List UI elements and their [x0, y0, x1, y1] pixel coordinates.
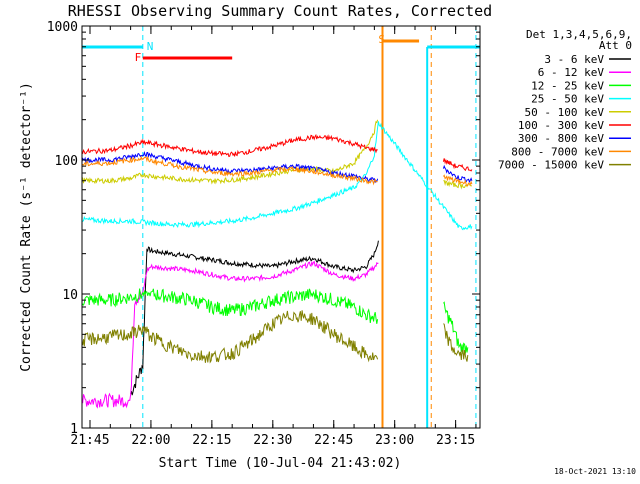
x-tick-label-0: 21:45: [70, 433, 109, 448]
legend-entry-label-3: 25 - 50 keV: [531, 93, 604, 106]
legend-header-line-1: Att 0: [599, 39, 632, 52]
y-tick-label-0: 1: [70, 422, 78, 437]
legend-entry-label-2: 12 - 25 keV: [531, 79, 604, 92]
series-line-0-seg-0: [130, 240, 379, 396]
series-line-4-seg-0: [81, 119, 379, 185]
saa-flag-label: S: [378, 33, 385, 46]
y-tick-label-2: 100: [55, 154, 78, 169]
y-tick-label-3: 1000: [47, 20, 78, 35]
x-tick-label-2: 22:15: [192, 433, 231, 448]
axes: 21:45 22:00 22:15 22:30 22:45 23:00 23:15 1 10 10…: [47, 20, 481, 448]
flare-flag-label: F: [135, 51, 142, 64]
series-line-2-seg-0: [81, 288, 379, 324]
legend-entry-label-7: 800 - 7000 keV: [511, 145, 604, 158]
plot-area: NF S: [81, 26, 480, 428]
series-line-5-seg-1: [442, 158, 473, 172]
series-line-1-seg-0: [81, 260, 379, 409]
legend-entry-label-1: 6 - 12 keV: [538, 66, 605, 79]
series-line-7-seg-1: [442, 174, 473, 187]
series-line-6-seg-0: [81, 150, 379, 184]
series-line-4-seg-1: [443, 179, 473, 190]
legend-entry-label-5: 100 - 300 keV: [518, 119, 604, 132]
x-tick-label-1: 22:00: [131, 433, 170, 448]
x-tick-label-3: 22:30: [253, 433, 292, 448]
plot-frame: [81, 25, 481, 429]
legend-header-line-0: Det 1,3,4,5,6,9,: [526, 28, 632, 41]
legend-entry-label-0: 3 - 6 keV: [544, 53, 604, 66]
series-line-7-seg-0: [81, 155, 378, 186]
y-tick-label-1: 10: [62, 288, 78, 303]
chart-title: RHESSI Observing Summary Count Rates, Co…: [68, 2, 492, 20]
series-line-2-seg-1: [443, 301, 469, 354]
x-tick-label-6: 23:15: [436, 433, 475, 448]
legend-entry-label-4: 50 - 100 keV: [525, 106, 605, 119]
series-line-5-seg-0: [81, 133, 378, 158]
series-line-8-seg-1: [443, 323, 469, 362]
y-axis-label: Corrected Count Rate (s⁻¹ detector⁻¹): [19, 82, 34, 372]
x-tick-label-4: 22:45: [314, 433, 353, 448]
series-line-3-seg-0: [81, 121, 473, 231]
x-axis-label: Start Time (10-Jul-04 21:43:02): [159, 456, 402, 471]
series-line-8-seg-0: [81, 310, 379, 364]
legend-entry-label-6: 300 - 800 keV: [518, 132, 604, 145]
legend-entry-label-8: 7000 - 15000 keV: [498, 159, 604, 172]
footer-timestamp: 18-Oct-2021 13:10: [554, 467, 636, 476]
x-tick-label-5: 23:00: [375, 433, 414, 448]
series-line-6-seg-1: [442, 164, 473, 183]
night-flag-label: N: [147, 40, 154, 53]
